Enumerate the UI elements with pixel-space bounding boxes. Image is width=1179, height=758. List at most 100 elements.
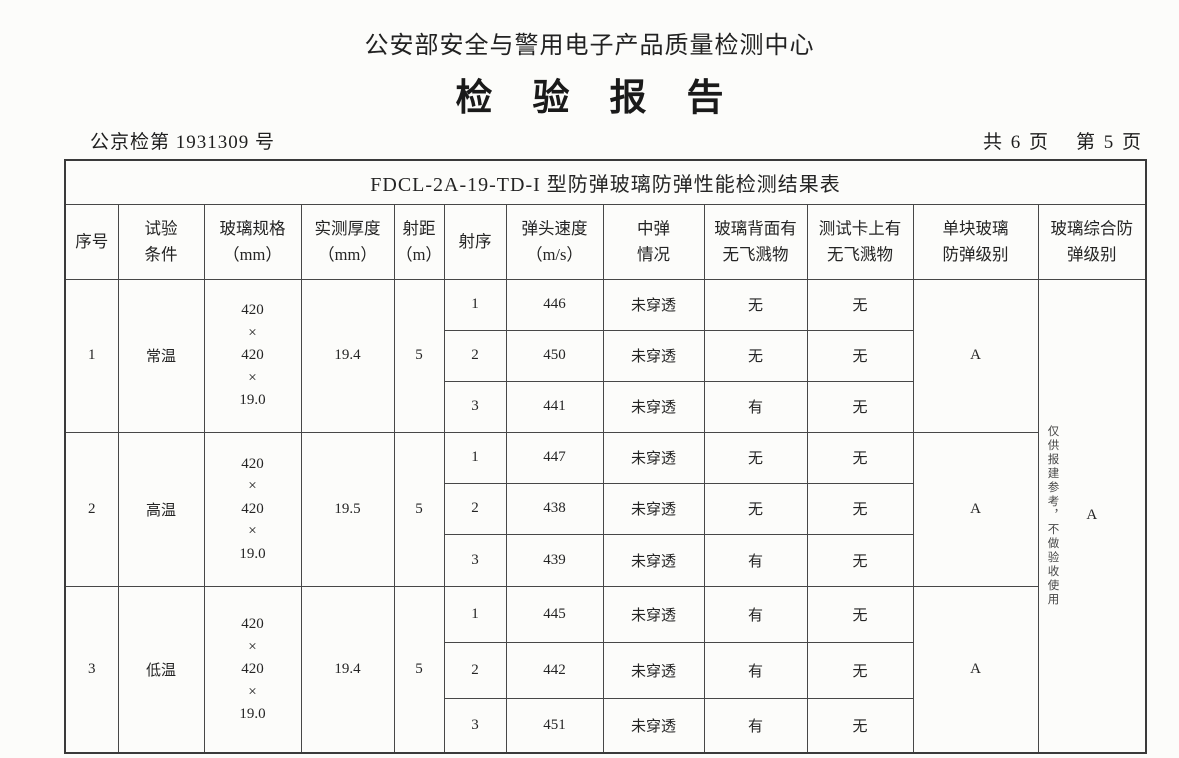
cell-hit-result: 未穿透 bbox=[602, 482, 705, 535]
header-label: 射距 bbox=[402, 218, 436, 238]
cell-card-spall: 无 bbox=[806, 329, 914, 382]
cell-velocity: 439 bbox=[505, 533, 604, 587]
cell-hit-result: 未穿透 bbox=[602, 278, 705, 331]
header-bullet-velocity: 弹头速度 （m/s） bbox=[505, 203, 604, 280]
header-label: 实测厚度 bbox=[314, 218, 381, 238]
table-title-row: FDCL-2A-19-TD-I 型防弹玻璃防弹性能检测结果表 bbox=[64, 159, 1147, 205]
table-row: 2 438 未穿透 无 无 bbox=[65, 482, 1146, 535]
cell-single-level: A bbox=[912, 585, 1039, 754]
cell-hit-result: 未穿透 bbox=[602, 585, 705, 643]
cell-single-level: A bbox=[912, 431, 1039, 587]
header-shot-distance: 射距 （m） bbox=[393, 203, 445, 280]
cell-card-spall: 无 bbox=[806, 585, 914, 643]
cell-hit-result: 未穿透 bbox=[602, 641, 705, 699]
header-label: （m/s） bbox=[526, 244, 583, 264]
cell-back-spall: 无 bbox=[703, 278, 808, 331]
cell-single-level: A bbox=[912, 278, 1039, 433]
header-label: 弹级别 bbox=[1067, 244, 1117, 264]
cell-shot-order: 2 bbox=[443, 641, 507, 699]
header-card-spall: 测试卡上有 无飞溅物 bbox=[806, 203, 914, 280]
cell-velocity: 447 bbox=[505, 431, 604, 484]
cell-velocity: 441 bbox=[505, 380, 604, 433]
header-test-condition: 试验 条件 bbox=[117, 203, 205, 280]
cell-velocity: 445 bbox=[505, 585, 604, 643]
cell-card-spall: 无 bbox=[806, 697, 914, 754]
cell-shot-order: 3 bbox=[443, 697, 507, 754]
cell-velocity: 438 bbox=[505, 482, 604, 535]
cell-distance: 5 bbox=[393, 278, 445, 433]
cell-card-spall: 无 bbox=[806, 482, 914, 535]
header-label: 无飞溅物 bbox=[722, 244, 789, 264]
header-glass-spec: 玻璃规格 （mm） bbox=[203, 203, 302, 280]
cell-velocity: 451 bbox=[505, 697, 604, 754]
cell-back-spall: 无 bbox=[703, 329, 808, 382]
cell-test-condition: 高温 bbox=[117, 431, 205, 587]
cell-shot-order: 3 bbox=[443, 380, 507, 433]
cell-test-condition: 低温 bbox=[117, 585, 205, 754]
cell-card-spall: 无 bbox=[806, 533, 914, 587]
cell-velocity: 450 bbox=[505, 329, 604, 382]
stamp-note: 仅供报建参考，不做验收使用 bbox=[1046, 424, 1059, 607]
header-overall-level: 玻璃综合防 弹级别 bbox=[1037, 203, 1147, 280]
cell-back-spall: 有 bbox=[703, 641, 808, 699]
cell-shot-order: 3 bbox=[443, 533, 507, 587]
report-number: 公京检第 1931309 号 bbox=[90, 132, 276, 153]
cell-hit-result: 未穿透 bbox=[602, 533, 705, 587]
overall-level-value: A bbox=[1086, 507, 1098, 524]
table-row: 2 442 未穿透 有 无 bbox=[65, 641, 1146, 699]
table-row: 1 常温 420 × 420 × 19.0 19.4 5 1 446 未穿透 无… bbox=[64, 278, 1147, 754]
cell-shot-order: 1 bbox=[443, 278, 507, 331]
header-label: 中弹 bbox=[637, 218, 670, 238]
cell-test-condition: 常温 bbox=[117, 278, 205, 433]
cell-hit-result: 未穿透 bbox=[602, 697, 705, 754]
cell-velocity: 442 bbox=[505, 641, 604, 699]
header-hit-result: 中弹 情况 bbox=[602, 203, 705, 280]
page-current: 第 5 页 bbox=[1075, 132, 1143, 153]
header-single-glass-level: 单块玻璃 防弹级别 bbox=[912, 203, 1039, 280]
cell-card-spall: 无 bbox=[806, 431, 914, 484]
cell-glass-spec: 420 × 420 × 19.0 bbox=[203, 278, 302, 433]
cell-velocity: 446 bbox=[505, 278, 604, 331]
header-label: 测试卡上有 bbox=[818, 218, 902, 238]
cell-seq-no: 3 bbox=[64, 585, 119, 754]
cell-shot-order: 1 bbox=[443, 431, 507, 484]
header-seq-no: 序号 bbox=[64, 203, 119, 280]
header-label: （mm） bbox=[223, 244, 282, 264]
header-shot-order: 射序 bbox=[443, 203, 507, 280]
doc-title: 检验报告 bbox=[455, 78, 764, 119]
cell-card-spall: 无 bbox=[806, 278, 914, 331]
cell-glass-spec: 420 × 420 × 19.0 bbox=[203, 431, 302, 587]
table-header-row: 序号 试验 条件 玻璃规格 （mm） 实测厚度 （mm） 射距 （m） 射序 弹头速度 （… bbox=[64, 203, 1147, 280]
report-page: 公安部安全与警用电子产品质量检测中心 检验报告 公京检第 1931309 号 共… bbox=[0, 25, 1179, 758]
cell-hit-result: 未穿透 bbox=[602, 431, 705, 484]
table-row: 2 高温 420 × 420 × 19.0 19.5 5 1 447 未穿透 无… bbox=[64, 431, 1146, 587]
header-label: 条件 bbox=[144, 244, 178, 264]
cell-back-spall: 有 bbox=[703, 380, 808, 433]
header-label: 情况 bbox=[637, 244, 670, 264]
cell-seq-no: 2 bbox=[64, 431, 119, 587]
cell-hit-result: 未穿透 bbox=[602, 329, 705, 382]
header-label: 防弹级别 bbox=[942, 244, 1009, 264]
results-table: FDCL-2A-19-TD-I 型防弹玻璃防弹性能检测结果表 序号 试验 条件 玻… bbox=[64, 159, 1148, 754]
cell-thickness: 19.5 bbox=[300, 431, 395, 587]
header-label: 单块玻璃 bbox=[942, 218, 1009, 238]
cell-shot-order: 1 bbox=[443, 585, 507, 643]
table-row: 3 低温 420 × 420 × 19.0 19.4 5 1 445 未穿透 有… bbox=[64, 585, 1146, 754]
header-label: 无飞溅物 bbox=[827, 244, 893, 264]
table-title: FDCL-2A-19-TD-I 型防弹玻璃防弹性能检测结果表 bbox=[64, 159, 1147, 205]
cell-card-spall: 无 bbox=[806, 641, 914, 699]
cell-card-spall: 无 bbox=[806, 380, 914, 433]
cell-glass-spec: 420 × 420 × 19.0 bbox=[203, 585, 302, 754]
header-label: 射序 bbox=[458, 231, 492, 251]
header-label: 玻璃综合防 bbox=[1050, 218, 1134, 238]
doc-title-wrap: 检验报告 bbox=[0, 67, 1179, 121]
header-label: 弹头速度 bbox=[521, 218, 588, 238]
cell-back-spall: 有 bbox=[703, 585, 808, 643]
cell-distance: 5 bbox=[393, 431, 445, 587]
header-label: 玻璃规格 bbox=[219, 218, 286, 238]
page-total: 共 6 页 bbox=[982, 132, 1050, 153]
cell-back-spall: 有 bbox=[703, 533, 808, 587]
table-row: 3 439 未穿透 有 无 bbox=[65, 533, 1146, 587]
header-label: 玻璃背面有 bbox=[714, 218, 797, 238]
cell-overall-level: A 仅供报建参考，不做验收使用 bbox=[1037, 278, 1147, 754]
